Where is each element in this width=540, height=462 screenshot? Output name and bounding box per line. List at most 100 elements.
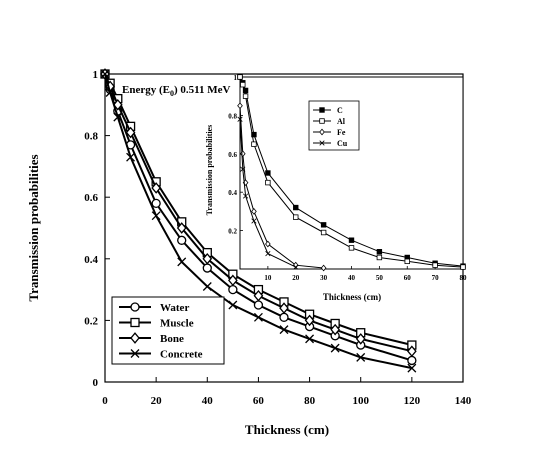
main-point-bone — [304, 314, 315, 327]
main-point-bone — [407, 345, 417, 358]
main-point-concrete — [177, 257, 187, 267]
main-legend: Water Muscle Bone Concrete — [111, 296, 225, 365]
main-y-tick-label: 0.8 — [84, 131, 98, 143]
main-point-bone — [202, 252, 213, 265]
main-point-concrete — [330, 343, 340, 353]
inset-x-tick-label: 60 — [404, 274, 412, 282]
main-series-concrete — [100, 69, 417, 373]
inset-point-fe — [251, 208, 257, 215]
main-line-bone — [104, 73, 413, 353]
inset-line-cu — [239, 119, 297, 268]
inset-point-c — [265, 170, 271, 176]
inset-x-tick-label: 40 — [348, 274, 356, 282]
inset-legend-label: Al — [337, 117, 346, 126]
inset-axis-ticks: 10 20 30 40 50 60 70 80 0.2 0.4 0.6 0.8 1 — [228, 74, 467, 282]
inset-x-tick-label: 10 — [264, 274, 272, 282]
inset-point-fe — [265, 240, 271, 248]
main-point-concrete — [126, 152, 136, 162]
main-legend-item-bone: Bone — [119, 332, 184, 345]
main-legend-marker-bone — [130, 332, 140, 344]
main-y-tick-label: 0.6 — [84, 192, 98, 204]
main-y-tick-label: 0.2 — [84, 315, 98, 327]
main-y-tick-label: 0.4 — [84, 254, 98, 266]
main-point-concrete — [228, 300, 238, 310]
inset-x-tick-label: 80 — [460, 274, 468, 282]
main-point-concrete — [151, 211, 161, 221]
main-point-concrete — [105, 88, 115, 97]
main-point-concrete — [253, 312, 263, 322]
inset-series-cu — [237, 116, 299, 270]
inset-point-al — [242, 93, 249, 99]
main-legend-marker-muscle — [130, 317, 140, 328]
main-legend-label: Muscle — [160, 318, 194, 330]
inset-y-tick-label: 0.8 — [228, 112, 237, 120]
main-point-bone — [176, 222, 187, 234]
inset-y-axis-label: Transmission probabilities — [205, 125, 214, 216]
inset-point-cu — [251, 218, 257, 224]
inset-legend-box — [308, 100, 360, 151]
main-point-bone — [355, 333, 366, 345]
inset-point-c — [320, 222, 327, 228]
main-point-water — [177, 235, 187, 245]
main-y-axis-label: Transmission probabilities — [26, 154, 41, 301]
inset-legend-item-fe: Fe — [313, 128, 346, 137]
main-point-concrete — [202, 282, 212, 291]
main-point-bone — [253, 289, 264, 302]
main-x-tick-label: 80 — [304, 395, 316, 407]
inset-legend: C Al Fe Cu — [308, 100, 360, 151]
inset-point-al — [293, 214, 299, 220]
main-line-concrete — [104, 73, 413, 370]
inset-x-tick-label: 30 — [320, 274, 328, 282]
main-x-tick-label: 100 — [352, 395, 369, 407]
main-point-concrete — [279, 325, 289, 335]
inset-legend-label: Cu — [337, 139, 348, 148]
inset-legend-marker-al — [319, 118, 325, 124]
main-point-bone — [279, 302, 289, 314]
inset-point-c — [242, 87, 249, 94]
main-series-bone — [100, 68, 417, 358]
main-point-concrete — [100, 69, 110, 79]
main-point-concrete — [356, 352, 366, 362]
inset-y-tick-label: 0.2 — [228, 228, 237, 236]
main-point-water — [151, 198, 161, 209]
inset-point-cu — [237, 116, 243, 122]
main-x-tick-label: 120 — [404, 395, 421, 407]
main-y-tick-label: 0 — [93, 377, 99, 389]
inset-legend-item-al: Al — [313, 117, 346, 126]
main-point-water — [407, 355, 417, 366]
inset-point-cu — [293, 264, 299, 270]
main-legend-label: Bone — [160, 333, 184, 345]
main-x-tick-label: 140 — [455, 395, 472, 407]
main-point-concrete — [113, 112, 123, 122]
main-x-tick-label: 40 — [202, 395, 214, 407]
inset-x-tick-label: 50 — [376, 274, 384, 282]
main-legend-label: Concrete — [160, 349, 203, 361]
inset-series-group — [237, 74, 466, 272]
inset-legend-item-cu: Cu — [313, 139, 348, 148]
inset-legend-item-c: C — [313, 106, 343, 115]
inset-point-al — [251, 141, 257, 147]
inset-y-tick-label: 1 — [234, 74, 238, 82]
inset-point-c — [251, 131, 257, 138]
energy-annotation: Energy (E0) 0.511 MeV — [122, 84, 231, 98]
inset-y-tick-label: 0.4 — [228, 189, 237, 197]
main-series-group — [100, 68, 417, 373]
inset-point-al — [432, 262, 438, 268]
inset-point-al — [265, 179, 271, 186]
energy-annotation-subscript: 0 — [170, 89, 174, 98]
inset-x-tick-label: 20 — [292, 274, 300, 282]
inset-legend-label: C — [337, 106, 343, 115]
inset-x-tick-label: 70 — [432, 274, 440, 282]
main-axis-ticks: 0 20 40 60 80 100 120 140 0 0.2 0.4 0.6 0.8 1 — [84, 69, 472, 407]
main-legend-marker-water — [130, 302, 140, 312]
inset-point-c — [293, 204, 299, 211]
main-point-concrete — [407, 363, 417, 373]
inset-point-al — [237, 74, 243, 80]
inset-point-cu — [242, 193, 249, 199]
inset-point-al — [460, 264, 466, 270]
inset-legend-marker-c — [319, 107, 325, 113]
main-point-bone — [125, 126, 136, 139]
main-point-water — [202, 263, 212, 273]
inset-series-al — [237, 74, 466, 270]
